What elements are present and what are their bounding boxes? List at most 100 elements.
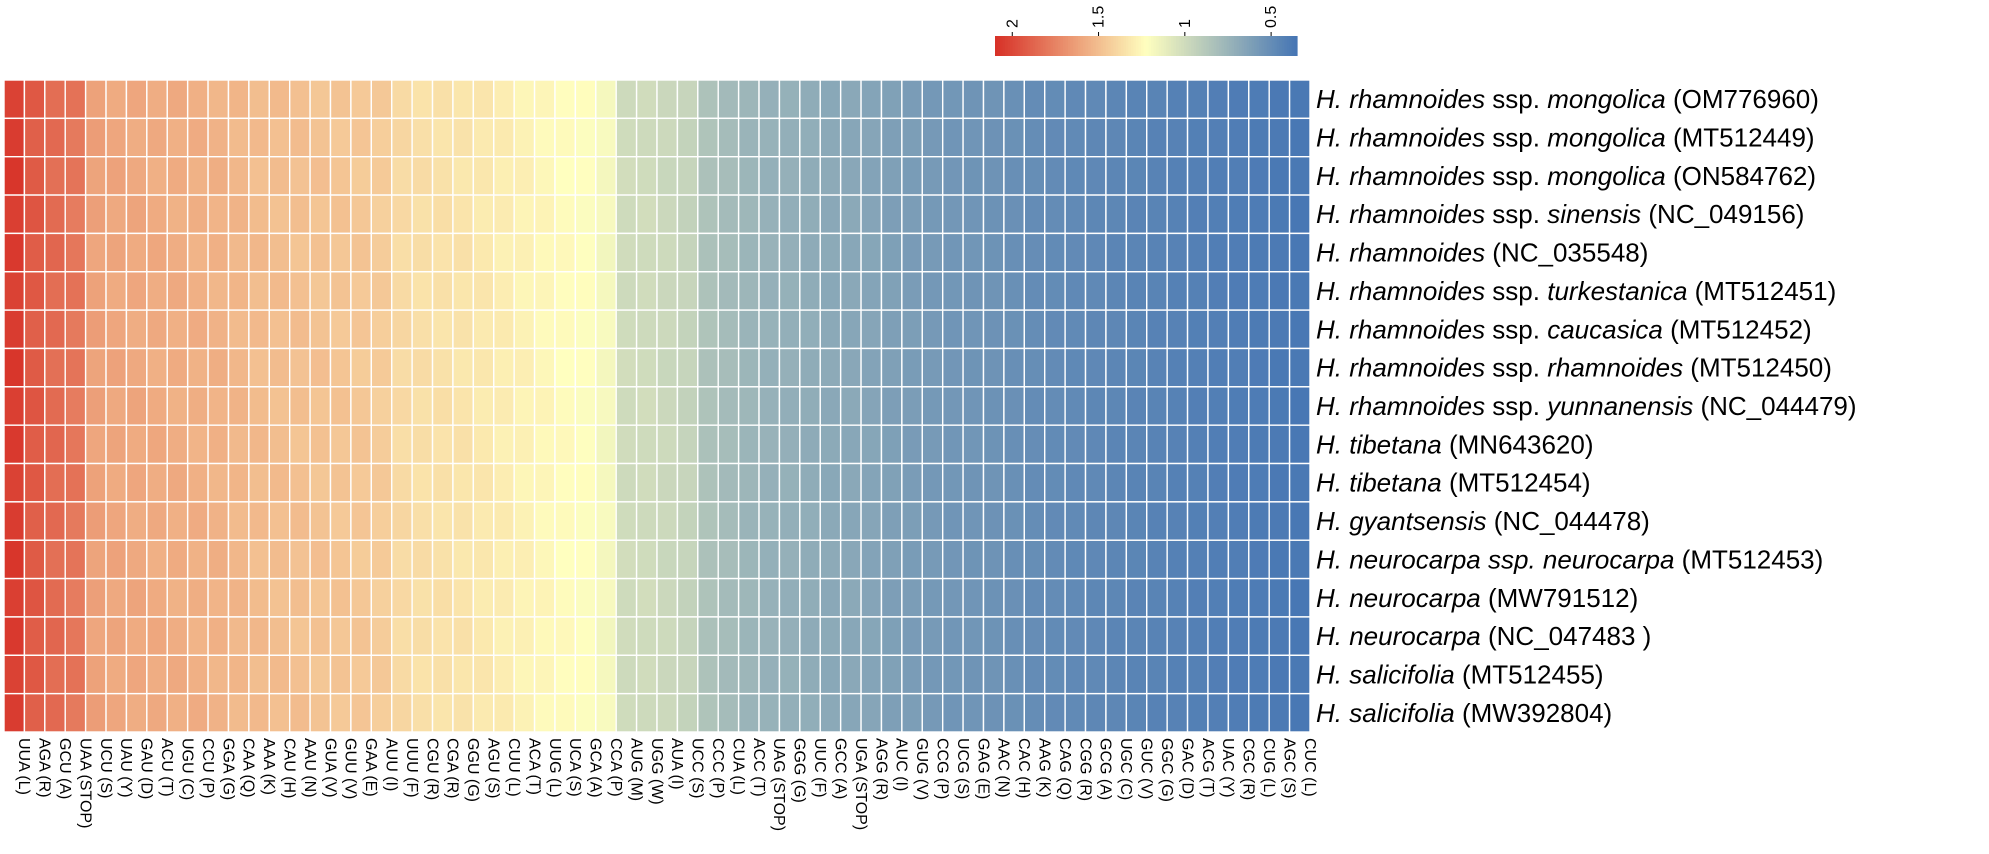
- legend-swatch: [1007, 36, 1011, 56]
- heatmap-cell: [207, 156, 230, 196]
- heatmap-cell: [1227, 271, 1250, 311]
- heatmap-cell: [84, 194, 107, 235]
- legend-swatch: [1090, 36, 1094, 56]
- heatmap-cell: [1248, 386, 1270, 426]
- legend-swatch: [1206, 36, 1210, 56]
- heatmap-cell: [329, 232, 352, 273]
- heatmap-cell: [1288, 692, 1311, 733]
- heatmap-cell: [1288, 79, 1311, 120]
- heatmap-cell: [3, 156, 26, 196]
- heatmap-cell: [309, 156, 332, 196]
- heatmap-cell: [615, 616, 638, 656]
- heatmap-cell: [84, 232, 107, 273]
- heatmap-cell: [839, 539, 862, 580]
- heatmap-cell: [472, 232, 495, 273]
- heatmap-cell: [1023, 232, 1046, 273]
- heatmap-cell: [1166, 654, 1189, 695]
- heatmap-cell: [493, 462, 515, 503]
- heatmap-cell: [574, 424, 597, 465]
- heatmap-cell: [1105, 539, 1128, 580]
- heatmap-cell: [146, 577, 168, 618]
- heatmap-cell: [533, 79, 556, 120]
- heatmap-cell: [268, 462, 291, 503]
- heatmap-cell: [554, 79, 577, 120]
- heatmap-cell: [1146, 424, 1168, 465]
- heatmap-cell: [1207, 501, 1230, 541]
- heatmap-cell: [1105, 117, 1128, 158]
- heatmap-cell: [574, 156, 597, 196]
- heatmap-cell: [64, 616, 87, 656]
- heatmap-cell: [1268, 79, 1291, 120]
- heatmap-cell: [574, 501, 597, 541]
- heatmap-cell: [207, 232, 230, 273]
- heatmap-cell: [125, 309, 148, 350]
- heatmap-cell: [574, 654, 597, 695]
- heatmap-cell: [799, 194, 821, 235]
- heatmap-cell: [1044, 156, 1066, 196]
- heatmap-cell: [370, 194, 393, 235]
- heatmap-cell: [309, 386, 332, 426]
- legend-swatch: [1133, 36, 1137, 56]
- heatmap-cell: [982, 232, 1005, 273]
- column-label: UCA (S): [566, 738, 583, 797]
- heatmap-cell: [1084, 79, 1107, 120]
- heatmap-cell: [513, 156, 536, 196]
- heatmap-cell: [166, 386, 189, 426]
- heatmap-cell: [391, 271, 413, 311]
- heatmap-cell: [697, 424, 719, 465]
- heatmap-cell: [472, 194, 495, 235]
- heatmap-cell: [676, 424, 699, 465]
- heatmap-cell: [370, 616, 393, 656]
- heatmap-cell: [880, 539, 903, 580]
- heatmap-cell: [268, 156, 291, 196]
- column-label: CCG (P): [933, 738, 950, 799]
- heatmap-cell: [207, 501, 230, 541]
- heatmap-cell: [799, 539, 821, 580]
- heatmap-cell: [1166, 347, 1189, 388]
- heatmap-cell: [23, 79, 46, 120]
- heatmap-cell: [1268, 692, 1291, 733]
- heatmap-cell: [901, 539, 923, 580]
- heatmap-cell: [1207, 232, 1230, 273]
- heatmap-cell: [84, 271, 107, 311]
- heatmap-cell: [941, 79, 964, 120]
- heatmap-cell: [84, 692, 107, 733]
- heatmap-cell: [1023, 347, 1046, 388]
- heatmap-cell: [1044, 539, 1066, 580]
- heatmap-cell: [962, 79, 985, 120]
- heatmap-cell: [1186, 347, 1209, 388]
- heatmap-cell: [1023, 616, 1046, 656]
- heatmap-cell: [901, 386, 923, 426]
- heatmap-cell: [431, 692, 454, 733]
- heatmap-cell: [860, 616, 883, 656]
- heatmap-cell: [350, 501, 373, 541]
- heatmap-cell: [554, 386, 577, 426]
- heatmap-cell: [1248, 424, 1270, 465]
- heatmap-cell: [309, 271, 332, 311]
- legend-swatch: [1289, 36, 1293, 56]
- heatmap-cell: [941, 501, 964, 541]
- heatmap-cell: [839, 79, 862, 120]
- legend-swatch: [1123, 36, 1127, 56]
- column-label: AAA (K): [260, 738, 277, 795]
- heatmap-cell: [513, 501, 536, 541]
- heatmap-cell: [431, 309, 454, 350]
- legend-swatch: [1012, 36, 1016, 56]
- legend-swatch: [1256, 36, 1260, 56]
- heatmap-cell: [1084, 501, 1107, 541]
- heatmap-cell: [288, 156, 311, 196]
- heatmap-cell: [1084, 654, 1107, 695]
- heatmap-cell: [64, 194, 87, 235]
- heatmap-cell: [1186, 692, 1209, 733]
- heatmap-cell: [1146, 462, 1168, 503]
- heatmap-cell: [44, 539, 66, 580]
- heatmap-cell: [268, 654, 291, 695]
- heatmap-cell: [1166, 194, 1189, 235]
- heatmap-cell: [1166, 462, 1189, 503]
- legend-swatch: [995, 36, 999, 56]
- heatmap-cell: [676, 692, 699, 733]
- heatmap-cell: [676, 271, 699, 311]
- heatmap-cell: [1105, 424, 1128, 465]
- heatmap-cell: [758, 654, 781, 695]
- heatmap-cell: [493, 424, 515, 465]
